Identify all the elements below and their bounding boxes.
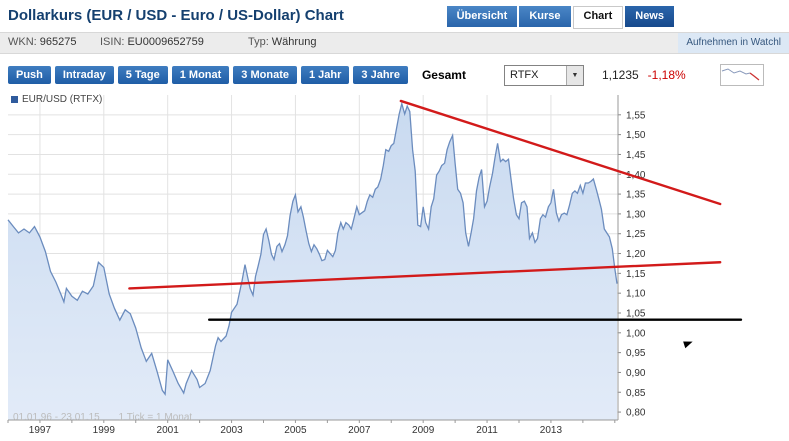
legend-label: EUR/USD (RTFX) xyxy=(22,94,103,105)
sparkline-icon xyxy=(719,64,764,86)
range-button-3monate[interactable]: 3 Monate xyxy=(233,66,297,84)
svg-text:1997: 1997 xyxy=(29,425,52,436)
svg-text:1,35: 1,35 xyxy=(626,190,646,201)
svg-text:1,20: 1,20 xyxy=(626,249,646,260)
range-gesamt-active[interactable]: Gesamt xyxy=(421,68,466,82)
svg-text:1,55: 1,55 xyxy=(626,110,646,121)
price-chart[interactable]: 0,80 0,85 0,90 0,95 1,00 1,05 1,10 1,15 1,20 1,25… xyxy=(0,90,789,441)
header: Dollarkurs (EUR / USD - Euro / US-Dollar… xyxy=(0,0,789,32)
svg-text:1,10: 1,10 xyxy=(626,289,646,300)
source-select-value: RTFX xyxy=(509,69,539,81)
svg-text:2003: 2003 xyxy=(220,425,243,436)
legend-marker-icon xyxy=(11,96,18,103)
range-button-1jahr[interactable]: 1 Jahr xyxy=(300,66,350,84)
svg-text:0,90: 0,90 xyxy=(626,368,646,379)
svg-text:1,50: 1,50 xyxy=(626,130,646,141)
range-button-3jahre[interactable]: 3 Jahre xyxy=(353,66,408,84)
svg-text:2013: 2013 xyxy=(540,425,563,436)
chart-legend: EUR/USD (RTFX) xyxy=(11,94,102,105)
price-change: -1,18% xyxy=(647,68,686,82)
sparkline-svg xyxy=(721,68,760,81)
range-button-1monat[interactable]: 1 Monat xyxy=(171,66,230,84)
isin: ISIN: EU0009652759 xyxy=(100,36,204,48)
svg-text:1,30: 1,30 xyxy=(626,209,646,220)
page-title: Dollarkurs (EUR / USD - Euro / US-Dollar… xyxy=(8,7,344,24)
chevron-down-icon[interactable]: ▼ xyxy=(565,65,583,85)
svg-text:2009: 2009 xyxy=(412,425,435,436)
range-button-5tage[interactable]: 5 Tage xyxy=(117,66,168,84)
wkn: WKN: 965275 xyxy=(8,36,77,48)
tab-uebersicht[interactable]: Übersicht xyxy=(446,6,518,27)
watermark-tick: 1 Tick = 1 Monat xyxy=(118,412,193,423)
svg-text:2005: 2005 xyxy=(284,425,307,436)
range-button-intraday[interactable]: Intraday xyxy=(54,66,114,84)
tab-news[interactable]: News xyxy=(625,6,674,27)
source-select[interactable]: RTFX ▼ xyxy=(503,64,584,86)
svg-text:1,00: 1,00 xyxy=(626,328,646,339)
svg-text:1,45: 1,45 xyxy=(626,150,646,161)
svg-text:0,85: 0,85 xyxy=(626,388,646,399)
add-to-watchlist-button[interactable]: Aufnehmen in Watchl xyxy=(678,33,789,53)
svg-text:2011: 2011 xyxy=(476,425,498,436)
tab-chart[interactable]: Chart xyxy=(572,6,624,29)
svg-text:1,40: 1,40 xyxy=(626,170,646,181)
range-button-push[interactable]: Push xyxy=(8,66,51,84)
svg-text:1,05: 1,05 xyxy=(626,308,646,319)
svg-text:0,95: 0,95 xyxy=(626,348,646,359)
svg-text:2007: 2007 xyxy=(348,425,371,436)
svg-text:2001: 2001 xyxy=(157,425,180,436)
svg-text:1,15: 1,15 xyxy=(626,269,646,280)
watermark-range: 01.01.96 - 23.01.15 xyxy=(13,412,100,423)
instrument-info-bar: WKN: 965275 ISIN: EU0009652759 Typ: Währung… xyxy=(0,32,789,54)
chart-watermark: 01.01.96 - 23.01.15 1 Tick = 1 Monat xyxy=(13,412,192,423)
svg-text:0,80: 0,80 xyxy=(626,408,646,419)
tab-kurse[interactable]: Kurse xyxy=(519,6,571,27)
price-value: 1,1235 xyxy=(601,68,639,82)
chart-toolbar: Push Intraday 5 Tage 1 Monat 3 Monate 1 … xyxy=(8,64,781,86)
svg-text:1999: 1999 xyxy=(93,425,116,436)
typ: Typ: Währung xyxy=(248,36,317,48)
header-tabs: Übersicht Kurse Chart News xyxy=(446,6,674,29)
svg-text:1,25: 1,25 xyxy=(626,229,646,240)
